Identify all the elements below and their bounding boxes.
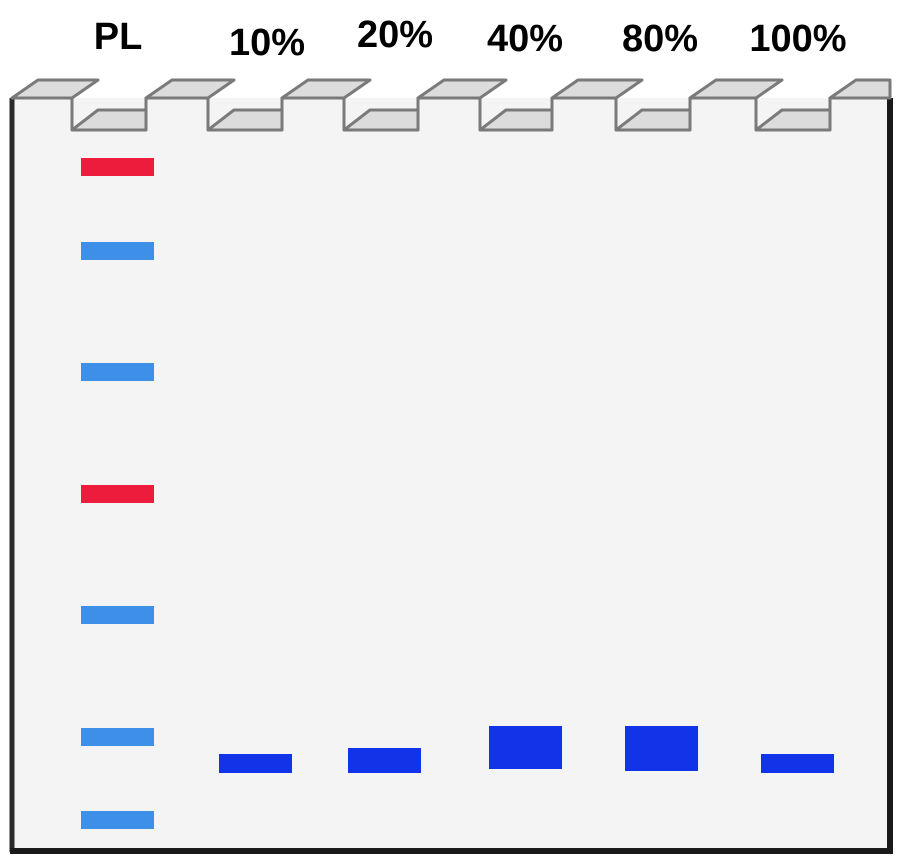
lane-label-40: 40% (486, 18, 564, 60)
sample-band-4 (625, 726, 698, 771)
lane-label-20: 20% (356, 14, 434, 56)
sample-lanes (219, 726, 834, 773)
comb-wells (10, 78, 892, 132)
lane-label-80: 80% (621, 18, 699, 60)
ladder-band-4-marker (81, 485, 154, 503)
sample-band-2 (348, 748, 421, 773)
gel-body (12, 98, 890, 850)
lane-label-100: 100% (749, 18, 847, 60)
lane-label-pl: PL (93, 16, 143, 58)
ladder-band-5-standard (81, 606, 154, 624)
comb-tooth-5 (550, 78, 644, 100)
ladder-band-2-standard (81, 242, 154, 260)
sample-band-5 (761, 754, 834, 773)
comb-tooth-6 (688, 78, 784, 100)
ladder-band-1-marker (81, 158, 154, 176)
sample-band-3 (489, 726, 562, 769)
sample-band-1 (219, 754, 292, 773)
ladder-band-3-standard (81, 363, 154, 381)
comb-tooth-1 (10, 78, 100, 100)
comb-tooth-3 (280, 78, 372, 100)
comb-tooth-4 (416, 78, 508, 100)
comb-tooth-2 (144, 78, 236, 100)
comb-tooth-7 (828, 78, 892, 100)
ladder-lane (81, 158, 154, 829)
ladder-band-6-standard (81, 728, 154, 746)
ladder-band-7-standard (81, 811, 154, 829)
lane-label-10: 10% (228, 22, 306, 64)
